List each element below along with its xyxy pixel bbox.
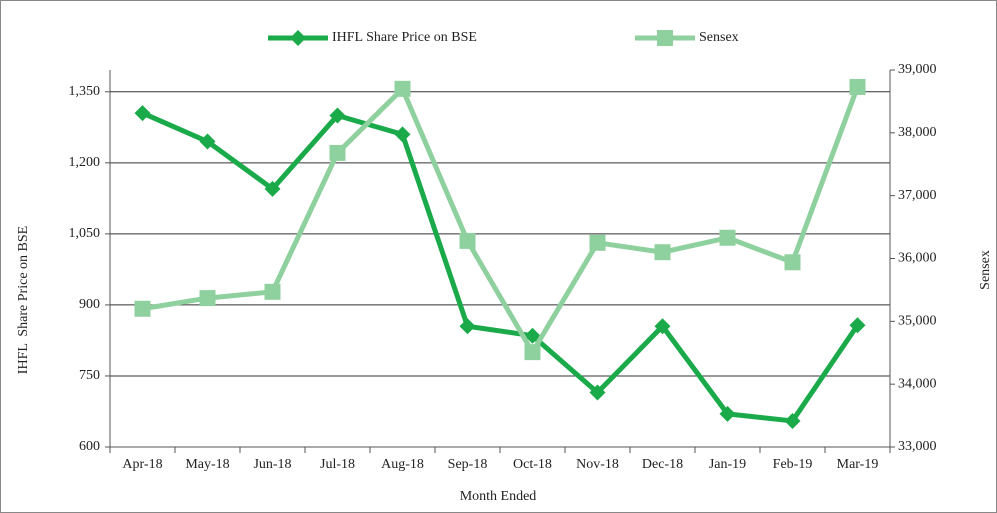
series-line (142, 86, 860, 355)
data-point (784, 254, 801, 271)
y2-tick-label: 34,000 (898, 376, 937, 391)
data-point (524, 327, 541, 344)
data-point (264, 283, 281, 300)
data-point (849, 78, 866, 95)
x-tick-label: Apr-18 (122, 457, 162, 472)
x-tick-label: May-18 (185, 457, 229, 472)
data-point (589, 384, 606, 401)
data-point (784, 412, 801, 429)
x-tick-label: Dec-18 (642, 457, 683, 472)
y-axis-label: IHFL Share Price on BSE (16, 226, 31, 374)
y-tick-label: 900 (79, 297, 100, 312)
y2-tick-label: 38,000 (898, 125, 937, 140)
data-point (199, 133, 216, 150)
data-point (134, 300, 151, 317)
data-point (264, 180, 281, 197)
data-point (329, 144, 346, 161)
x-tick-label: Sep-18 (448, 457, 488, 472)
x-tick-label: Aug-18 (381, 457, 424, 472)
legend-marker (657, 30, 673, 46)
data-point (329, 107, 346, 124)
data-point (459, 232, 476, 249)
data-point (589, 234, 606, 251)
data-point (394, 126, 411, 143)
x-tick-label: Feb-19 (773, 457, 813, 472)
data-point (654, 244, 671, 261)
legend-marker (290, 30, 306, 46)
x-tick-label: Mar-19 (837, 457, 879, 472)
data-point (524, 344, 541, 361)
y2-tick-label: 35,000 (898, 314, 937, 329)
data-point (719, 405, 736, 422)
y2-axis-label: Sensex (978, 250, 993, 290)
y-tick-label: 1,050 (69, 226, 101, 241)
legend-label: Sensex (699, 30, 739, 45)
x-tick-label: Jul-18 (320, 457, 355, 472)
data-point (199, 290, 216, 307)
x-tick-label: Oct-18 (513, 457, 552, 472)
data-point (849, 317, 866, 334)
legend-label: IHFL Share Price on BSE (332, 30, 477, 45)
data-point (719, 229, 736, 246)
y-tick-label: 1,200 (69, 155, 101, 170)
data-point (394, 80, 411, 97)
data-point (654, 318, 671, 335)
x-tick-label: Jan-19 (709, 457, 746, 472)
x-tick-label: Nov-18 (576, 457, 619, 472)
series-line (141, 110, 860, 424)
y2-tick-label: 33,000 (898, 439, 937, 454)
y2-tick-label: 39,000 (898, 62, 937, 77)
x-axis-label: Month Ended (460, 489, 537, 504)
y-tick-label: 750 (79, 368, 100, 383)
y-tick-label: 1,350 (69, 84, 101, 99)
data-point (134, 105, 151, 122)
x-tick-label: Jun-18 (253, 457, 291, 472)
y2-tick-label: 37,000 (898, 188, 937, 203)
data-point (459, 318, 476, 335)
y-tick-label: 600 (79, 439, 100, 454)
y2-tick-label: 36,000 (898, 251, 937, 266)
